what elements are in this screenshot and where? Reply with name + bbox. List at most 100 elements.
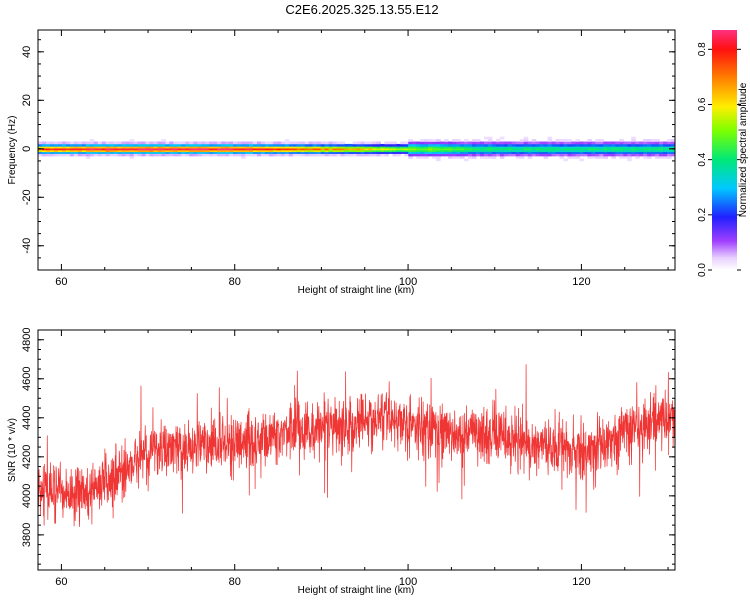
heatmap-cell	[535, 151, 541, 154]
heatmap-cell	[535, 147, 541, 151]
heatmap-cell	[575, 151, 581, 154]
heatmap-cell	[129, 141, 135, 145]
heatmap-cell	[145, 147, 151, 151]
heatmap-cell	[655, 153, 660, 157]
heatmap-cell	[619, 139, 624, 142]
heatmap-cell	[221, 147, 226, 151]
heatmap-cell	[181, 143, 186, 147]
heatmap-cell	[57, 141, 63, 145]
heatmap-cell	[647, 153, 652, 157]
heatmap-cell	[631, 139, 636, 142]
heatmap-cell	[252, 145, 258, 149]
heatmap-cell	[511, 147, 517, 151]
heatmap-cell	[308, 145, 314, 149]
heatmap-cell	[515, 147, 521, 151]
heatmap-cell	[332, 145, 338, 149]
heatmap-cell	[444, 141, 449, 145]
heatmap-cell	[185, 153, 190, 157]
heatmap-cell	[619, 151, 624, 154]
heatmap-cell	[57, 149, 63, 153]
colorbar-tick-label: 0.2	[697, 207, 708, 221]
heatmap-cell	[268, 145, 274, 149]
heatmap-cell	[432, 141, 437, 145]
heatmap-cell	[312, 147, 318, 151]
heatmap-cell	[659, 145, 664, 149]
heatmap-cell	[412, 149, 417, 153]
heatmap-cell	[49, 143, 55, 147]
heatmap-cell	[61, 145, 67, 149]
heatmap-cell	[575, 141, 581, 145]
heatmap-cell	[225, 145, 230, 149]
heatmap-cell	[41, 141, 47, 145]
heatmap-cell	[344, 151, 350, 154]
heatmap-cell	[125, 145, 131, 149]
heatmap-cell	[57, 145, 63, 149]
heatmap-cell	[141, 141, 147, 145]
heatmap-cell	[288, 147, 294, 151]
heatmap-cell	[611, 149, 616, 153]
heatmap-cell	[237, 153, 242, 157]
heatmap-cell	[129, 139, 135, 142]
heatmap-cell	[635, 149, 640, 153]
heatmap-cell	[412, 147, 417, 151]
heatmap-cell	[380, 147, 385, 151]
heatmap-cell	[655, 143, 660, 147]
heatmap-cell	[448, 147, 453, 151]
heatmap-cell	[197, 151, 202, 154]
heatmap-cell	[328, 141, 334, 145]
heatmap-cell	[89, 149, 95, 153]
heatmap-cell	[85, 153, 91, 157]
heatmap-cell	[651, 153, 656, 157]
snr-ytick-label: 4600	[21, 367, 33, 391]
heatmap-cell	[324, 149, 330, 153]
heatmap-cell	[241, 149, 246, 153]
heatmap-cell	[57, 143, 63, 147]
heatmap-cell	[599, 143, 604, 147]
heatmap-cell	[133, 147, 139, 151]
heatmap-cell	[280, 141, 286, 145]
heatmap-cell	[543, 147, 549, 151]
heatmap-cell	[320, 147, 326, 151]
heatmap-cell	[105, 149, 111, 153]
heatmap-cell	[249, 143, 254, 147]
heatmap-cell	[571, 151, 577, 154]
heatmap-cell	[241, 143, 246, 147]
heatmap-cell	[483, 143, 489, 147]
heatmap-cell	[404, 153, 409, 157]
heatmap-cell	[432, 151, 437, 154]
heatmap-cell	[185, 145, 190, 149]
heatmap-cell	[360, 141, 366, 145]
heatmap-cell	[567, 145, 573, 149]
heatmap-cell	[511, 151, 517, 154]
heatmap-cell	[448, 156, 453, 159]
heatmap-cell	[292, 151, 298, 154]
heatmap-cell	[121, 145, 127, 149]
heatmap-cell	[360, 153, 366, 157]
heatmap-cell	[181, 153, 186, 157]
heatmap-cell	[551, 149, 557, 153]
heatmap-cell	[483, 153, 489, 157]
heatmap-cell	[527, 149, 533, 153]
heatmap-cell	[587, 153, 592, 157]
heatmap-cell	[113, 147, 119, 151]
heatmap-cell	[436, 151, 441, 154]
heatmap-cell	[340, 147, 346, 151]
heatmap-cell	[300, 149, 306, 153]
heatmap-cell	[547, 147, 553, 151]
spectrogram-ylabel: Frequency (Hz)	[7, 116, 18, 185]
heatmap-cell	[659, 141, 664, 145]
heatmap-cell	[344, 147, 350, 151]
heatmap-cell	[547, 141, 553, 145]
heatmap-cell	[157, 151, 163, 154]
heatmap-cell	[225, 143, 230, 147]
heatmap-cell	[280, 153, 286, 157]
heatmap-cell	[667, 153, 672, 157]
heatmap-cell	[364, 147, 370, 151]
heatmap-cell	[217, 147, 222, 151]
heatmap-cell	[264, 153, 270, 157]
heatmap-cell	[583, 143, 589, 147]
heatmap-cell	[233, 147, 238, 151]
heatmap-cell	[81, 151, 87, 154]
heatmap-cell	[77, 147, 83, 151]
spectrogram-ytick-label: -20	[21, 189, 33, 205]
